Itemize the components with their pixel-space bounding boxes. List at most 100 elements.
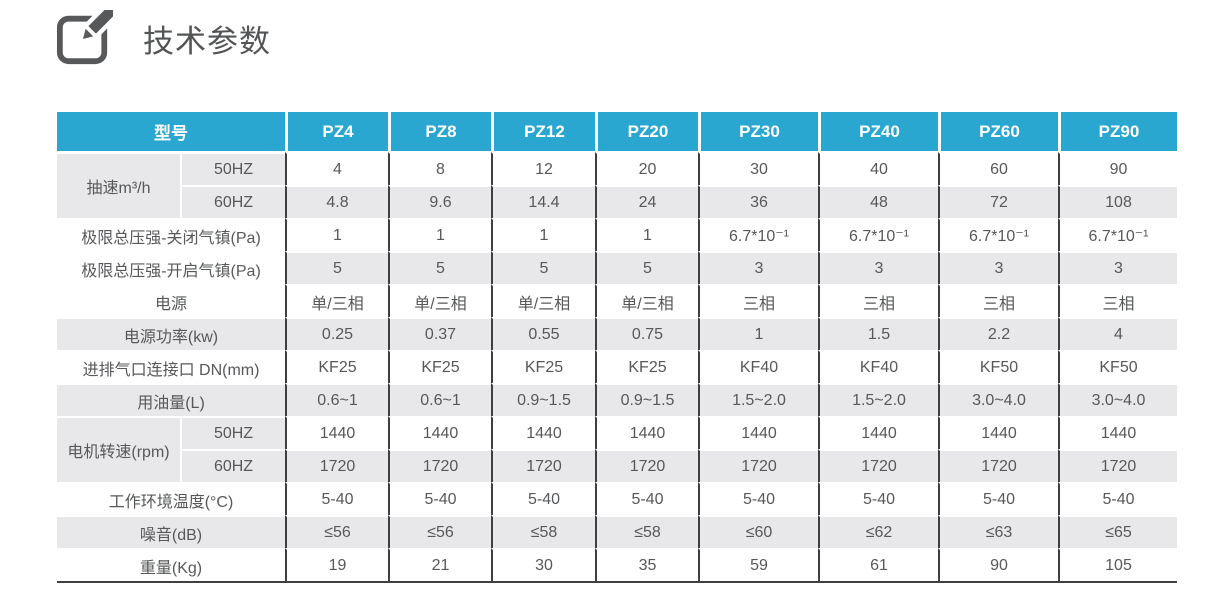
model-header-cell: PZ30 — [698, 112, 818, 152]
value-cell: 4 — [1058, 317, 1177, 350]
value-cell: 61 — [818, 548, 938, 581]
value-cell: 48 — [818, 185, 938, 218]
value-cell: ≤65 — [1058, 515, 1177, 548]
value-cell: 0.37 — [388, 317, 491, 350]
value-cell: 1440 — [818, 416, 938, 449]
value-cell: 1720 — [938, 449, 1058, 482]
row-label: 极限总压强-关闭气镇(Pa) — [57, 218, 285, 251]
model-header-cell: PZ90 — [1058, 112, 1177, 152]
model-header-cell: PZ4 — [285, 112, 388, 152]
row-sub-label: 50HZ — [180, 416, 285, 449]
value-cell: 5-40 — [285, 482, 388, 515]
value-cell: 三相 — [818, 284, 938, 317]
value-cell: 单/三相 — [491, 284, 595, 317]
value-cell: 36 — [698, 185, 818, 218]
value-cell: 3.0~4.0 — [938, 383, 1058, 416]
value-cell: ≤60 — [698, 515, 818, 548]
value-cell: 40 — [818, 152, 938, 185]
row-label: 电源 — [57, 284, 285, 317]
value-cell: 0.6~1 — [388, 383, 491, 416]
value-cell: 6.7*10⁻¹ — [1058, 218, 1177, 251]
value-cell: 1720 — [1058, 449, 1177, 482]
value-cell: 72 — [938, 185, 1058, 218]
value-cell: 5-40 — [938, 482, 1058, 515]
value-cell: 1 — [491, 218, 595, 251]
value-cell: 12 — [491, 152, 595, 185]
value-cell: KF40 — [698, 350, 818, 383]
value-cell: 5-40 — [1058, 482, 1177, 515]
value-cell: 三相 — [698, 284, 818, 317]
value-cell: 1 — [595, 218, 698, 251]
value-cell: 21 — [388, 548, 491, 581]
value-cell: 20 — [595, 152, 698, 185]
value-cell: 3 — [818, 251, 938, 284]
value-cell: 3 — [1058, 251, 1177, 284]
value-cell: 1440 — [595, 416, 698, 449]
spec-table: 型号 PZ4 PZ8 PZ12 PZ20 PZ30 PZ40 PZ60 PZ90 抽速m³/h 50… — [57, 112, 1177, 583]
value-cell: 3.0~4.0 — [1058, 383, 1177, 416]
value-cell: 1440 — [1058, 416, 1177, 449]
page-title: 技术参数 — [143, 23, 271, 59]
value-cell: 5 — [491, 251, 595, 284]
value-cell: KF40 — [818, 350, 938, 383]
value-cell: ≤62 — [818, 515, 938, 548]
row-sub-label: 50HZ — [180, 152, 285, 185]
value-cell: ≤56 — [285, 515, 388, 548]
value-cell: 105 — [1058, 548, 1177, 581]
row-group-label: 电机转速(rpm) — [57, 416, 180, 482]
value-cell: ≤58 — [491, 515, 595, 548]
row-label: 工作环境温度(°C) — [57, 482, 285, 515]
value-cell: 5-40 — [388, 482, 491, 515]
row-group-label: 抽速m³/h — [57, 152, 180, 218]
section-header: 技术参数 — [55, 10, 271, 66]
model-header-cell: PZ8 — [388, 112, 491, 152]
value-cell: 1720 — [388, 449, 491, 482]
value-cell: 2.2 — [938, 317, 1058, 350]
value-cell: 0.6~1 — [285, 383, 388, 416]
value-cell: KF25 — [285, 350, 388, 383]
value-cell: 1720 — [285, 449, 388, 482]
value-cell: 0.75 — [595, 317, 698, 350]
row-label: 噪音(dB) — [57, 515, 285, 548]
edit-pencil-icon — [56, 10, 113, 65]
value-cell: 5-40 — [491, 482, 595, 515]
value-cell: 8 — [388, 152, 491, 185]
value-cell: 0.25 — [285, 317, 388, 350]
value-cell: 1440 — [388, 416, 491, 449]
value-cell: KF25 — [491, 350, 595, 383]
value-cell: 1720 — [595, 449, 698, 482]
row-label: 用油量(L) — [57, 383, 285, 416]
row-label: 电源功率(kw) — [57, 317, 285, 350]
value-cell: ≤58 — [595, 515, 698, 548]
value-cell: 9.6 — [388, 185, 491, 218]
model-column-header: 型号 — [57, 112, 285, 152]
value-cell: 0.9~1.5 — [491, 383, 595, 416]
value-cell: 三相 — [1058, 284, 1177, 317]
value-cell: 5-40 — [595, 482, 698, 515]
value-cell: 单/三相 — [285, 284, 388, 317]
value-cell: 3 — [698, 251, 818, 284]
model-header-cell: PZ20 — [595, 112, 698, 152]
value-cell: KF25 — [595, 350, 698, 383]
value-cell: 60 — [938, 152, 1058, 185]
value-cell: 6.7*10⁻¹ — [938, 218, 1058, 251]
value-cell: 59 — [698, 548, 818, 581]
value-cell: 单/三相 — [595, 284, 698, 317]
model-header-cell: PZ12 — [491, 112, 595, 152]
row-label: 进排气口连接口 DN(mm) — [57, 350, 285, 383]
value-cell: KF50 — [938, 350, 1058, 383]
value-cell: 1 — [285, 218, 388, 251]
value-cell: 三相 — [938, 284, 1058, 317]
value-cell: 5-40 — [698, 482, 818, 515]
value-cell: 90 — [938, 548, 1058, 581]
value-cell: 24 — [595, 185, 698, 218]
value-cell: 1440 — [491, 416, 595, 449]
value-cell: ≤56 — [388, 515, 491, 548]
row-sub-label: 60HZ — [180, 449, 285, 482]
model-header-cell: PZ40 — [818, 112, 938, 152]
value-cell: 1720 — [818, 449, 938, 482]
value-cell: 1440 — [285, 416, 388, 449]
value-cell: 19 — [285, 548, 388, 581]
value-cell: KF25 — [388, 350, 491, 383]
